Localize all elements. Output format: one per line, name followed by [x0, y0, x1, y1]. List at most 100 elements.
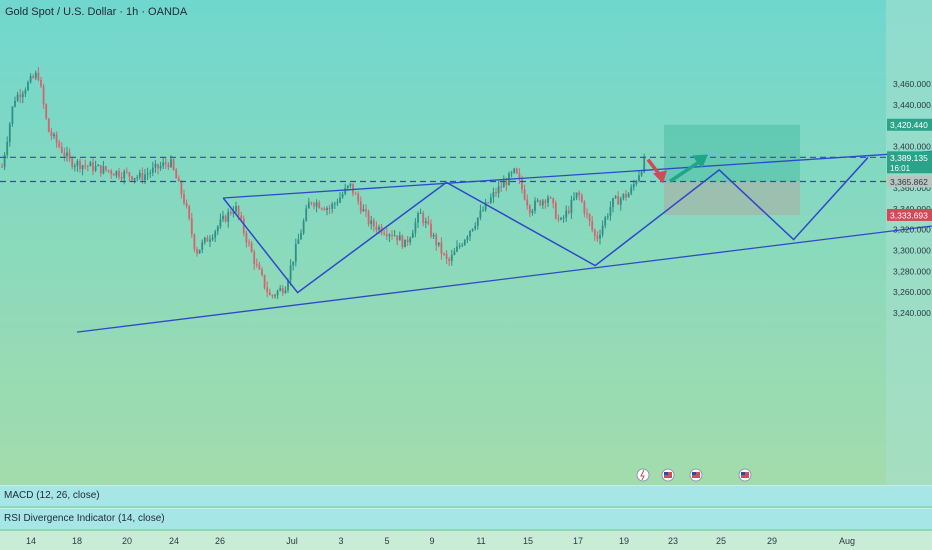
candle-body — [188, 206, 191, 219]
candle — [479, 204, 482, 221]
zigzag-pattern-line — [222, 156, 869, 294]
candle-body — [19, 94, 22, 98]
candle-body — [482, 210, 484, 212]
candle-body — [136, 177, 139, 179]
candle-body — [34, 72, 37, 78]
candle — [235, 201, 237, 214]
candle-body — [66, 152, 68, 157]
channel-lower-line — [76, 225, 932, 333]
candle — [245, 230, 248, 248]
price-chart[interactable]: 3,460.0003,440.0003,400.0003,380.0003,36… — [0, 0, 932, 485]
macd-pane[interactable]: MACD (12, 26, close) — [0, 485, 932, 506]
price-label-level: 3,365.862 — [887, 175, 932, 188]
candle-body — [362, 209, 365, 212]
candle-body — [552, 198, 555, 204]
candle-body — [198, 249, 201, 254]
candle-body — [422, 212, 425, 224]
x-tick-label: 14 — [26, 536, 36, 546]
candle — [583, 200, 586, 218]
flash-event-icon — [636, 468, 650, 482]
price-label-box — [887, 175, 932, 188]
candle — [445, 250, 448, 264]
candle — [552, 197, 555, 209]
candle — [562, 215, 565, 223]
candle-body — [599, 234, 601, 239]
time-axis[interactable]: 14 18 20 24 26 Jul 3 5 9 11 15 17 19 23 25 29 Aug — [0, 531, 932, 550]
candle-body — [323, 208, 326, 211]
candle — [567, 205, 570, 215]
candle-body — [388, 234, 391, 237]
candle-body — [515, 168, 518, 174]
candle-body — [60, 146, 63, 153]
candle-body — [99, 165, 102, 174]
candle — [570, 195, 573, 219]
candle-body — [53, 134, 55, 137]
candle-body — [281, 288, 284, 294]
candle — [534, 197, 536, 214]
candle — [60, 142, 63, 154]
candle — [1, 163, 3, 168]
candle — [162, 157, 165, 170]
candle-body — [305, 208, 308, 221]
candle-body — [128, 172, 131, 177]
candle-body — [255, 264, 258, 266]
candle — [105, 165, 107, 172]
x-tick-label: 5 — [384, 536, 389, 546]
candle — [180, 180, 183, 199]
candle-body — [443, 253, 445, 255]
candle — [435, 232, 438, 251]
candle — [203, 236, 206, 245]
candle-body — [216, 226, 219, 232]
candle — [297, 233, 300, 245]
candle-body — [632, 183, 635, 188]
candle-body — [560, 217, 562, 220]
candle — [359, 196, 362, 215]
candle — [190, 212, 193, 238]
candle — [427, 215, 430, 226]
candle — [214, 229, 217, 243]
candle — [448, 257, 451, 267]
candle — [115, 170, 118, 179]
candle — [635, 179, 638, 187]
candle — [313, 201, 315, 210]
candle-body — [640, 171, 643, 176]
candle — [107, 169, 110, 174]
candle-body — [320, 208, 323, 210]
price-label-value: 3,365.862 — [890, 177, 928, 187]
candle — [242, 215, 245, 237]
candle-body — [227, 211, 230, 222]
candle-body — [430, 223, 432, 237]
candle — [71, 156, 74, 170]
candle — [331, 201, 334, 214]
candle — [510, 170, 513, 178]
rsi-divergence-pane[interactable]: RSI Divergence Indicator (14, close) — [0, 508, 932, 529]
candle-body — [131, 176, 133, 180]
candle-body — [450, 254, 453, 262]
candle — [89, 160, 92, 167]
candle — [248, 239, 250, 247]
candle — [289, 259, 292, 286]
candle-body — [71, 158, 74, 168]
candle-body — [331, 204, 334, 209]
candle — [86, 164, 89, 172]
candle-body — [398, 235, 401, 241]
candle — [424, 217, 427, 228]
candle-body — [534, 200, 536, 211]
candle-body — [372, 220, 375, 227]
candle — [183, 189, 185, 206]
candle — [328, 204, 331, 215]
x-tick-label: 11 — [476, 536, 485, 546]
candle-body — [1, 166, 3, 168]
candle-body — [3, 154, 6, 167]
candle-body — [73, 165, 76, 168]
candle-body — [471, 228, 474, 231]
candle — [284, 286, 287, 294]
candle — [625, 190, 627, 201]
rsi-divergence-label: RSI Divergence Indicator (14, close) — [4, 513, 165, 524]
macd-label: MACD (12, 26, close) — [4, 490, 100, 501]
candle-body — [393, 235, 396, 237]
y-tick-label: 3,360.000 — [893, 183, 931, 193]
x-tick-label: 24 — [169, 536, 179, 546]
